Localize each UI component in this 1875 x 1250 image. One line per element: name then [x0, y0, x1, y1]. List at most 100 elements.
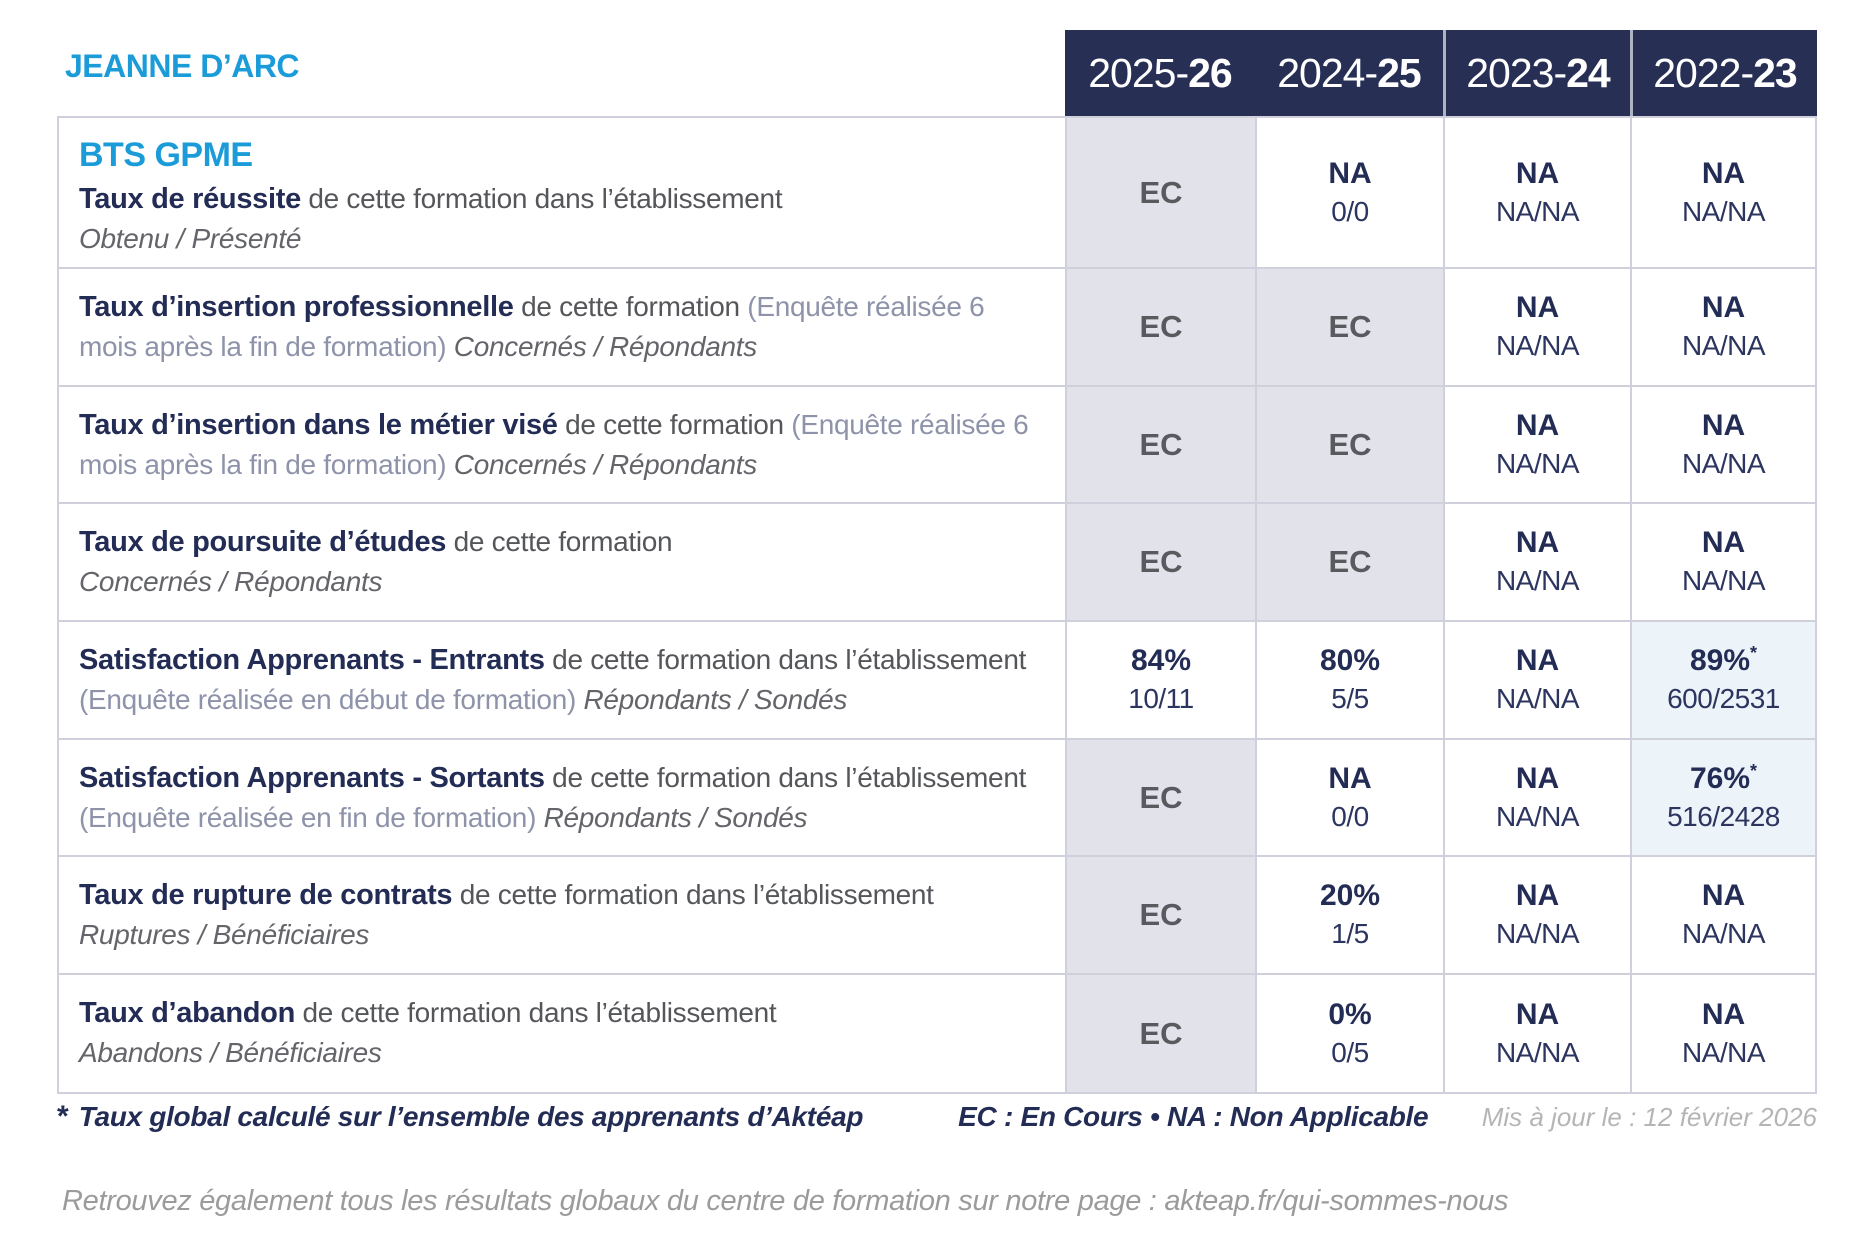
- value-cell: NA 0/0: [1257, 740, 1445, 857]
- cell-ratio: NA/NA: [1495, 330, 1580, 361]
- value-cell: 0% 0/5: [1257, 975, 1445, 1092]
- value-cell: NA NA/NA: [1445, 740, 1632, 857]
- indicator-description: Satisfaction Apprenants - Sortants de ce…: [79, 762, 1027, 833]
- indicator-description: Taux de poursuite d’études de cette form…: [79, 526, 673, 597]
- cell-ratio: NA/NA: [1495, 918, 1580, 949]
- indicator-description: Taux d’abandon de cette formation dans l…: [79, 997, 777, 1068]
- cell-value: EC: [1139, 544, 1183, 579]
- cell-value: NA: [1328, 761, 1372, 795]
- cell-value: NA: [1701, 156, 1746, 190]
- cell-ratio: NA/NA: [1495, 800, 1580, 832]
- cell-ratio: 10/11: [1128, 683, 1194, 714]
- indicators-grid: BTS GPME Taux de réussite de cette format…: [57, 116, 1817, 1094]
- value-cell: NA NA/NA: [1632, 504, 1815, 622]
- year-header-2022-23: 2022- 23: [1630, 30, 1817, 116]
- cell-value: NA: [1515, 156, 1560, 190]
- year-header-2023-24: 2023- 24: [1443, 30, 1630, 116]
- cell-value: 80%: [1319, 644, 1381, 677]
- value-cell: NA NA/NA: [1632, 269, 1815, 387]
- cell-value: EC: [1139, 779, 1183, 815]
- cell-ratio: 0/5: [1331, 1036, 1369, 1068]
- cell-value: NA: [1515, 291, 1560, 324]
- results-table: 2025- 26 2024- 25 2023- 24 2022- 23 BTS GPME Tau…: [57, 30, 1817, 1094]
- indicator-description: Taux de rupture de contrats de cette for…: [79, 879, 934, 950]
- value-cell: 84% 10/11: [1067, 622, 1257, 740]
- school-name: JEANNE D’ARC: [65, 48, 300, 84]
- value-cell: NA NA/NA: [1445, 857, 1632, 975]
- value-cell: NA NA/NA: [1632, 857, 1815, 975]
- cell-ratio: 516/2428: [1667, 800, 1780, 832]
- more-results-note: Retrouvez également tous les résultats g…: [62, 1185, 1509, 1217]
- cell-ratio: NA/NA: [1681, 1036, 1766, 1068]
- asterisk-marker: *: [57, 1100, 69, 1133]
- value-cell: EC: [1067, 504, 1257, 622]
- value-cell: NA NA/NA: [1445, 622, 1632, 740]
- cell-value: NA: [1515, 879, 1560, 912]
- value-cell: 80% 5/5: [1257, 622, 1445, 740]
- cell-ratio: NA/NA: [1495, 683, 1580, 714]
- cell-value: EC: [1139, 426, 1183, 462]
- value-cell: EC: [1257, 504, 1445, 622]
- asterisk-marker: *: [1750, 643, 1758, 663]
- value-cell: EC: [1067, 975, 1257, 1092]
- indicator-description: Taux de réussite de cette formation dans…: [79, 183, 783, 254]
- value-cell: NA NA/NA: [1445, 975, 1632, 1092]
- cell-ratio: NA/NA: [1681, 195, 1766, 227]
- row-label: Taux d’insertion dans le métier visé de …: [59, 387, 1067, 504]
- cell-value: 0%: [1328, 997, 1372, 1031]
- cell-ratio: 1/5: [1331, 918, 1369, 949]
- cell-ratio: NA/NA: [1495, 447, 1580, 479]
- year-header-2024-25: 2024- 25: [1255, 30, 1443, 116]
- cell-value: EC: [1139, 309, 1183, 344]
- cell-value: NA: [1701, 997, 1746, 1031]
- cell-value: 89%*: [1689, 643, 1758, 677]
- cell-value: NA: [1515, 761, 1560, 795]
- value-cell: EC: [1067, 118, 1257, 269]
- cell-ratio: 0/0: [1331, 195, 1369, 227]
- row-label: Taux de poursuite d’études de cette form…: [59, 504, 1067, 622]
- value-cell: NA NA/NA: [1445, 504, 1632, 622]
- cell-ratio: 5/5: [1331, 683, 1369, 714]
- asterisk-marker: *: [1750, 760, 1758, 781]
- cell-value: 20%: [1319, 879, 1381, 912]
- cell-ratio: 600/2531: [1667, 683, 1780, 714]
- year-header-2025-26: 2025- 26: [1065, 30, 1255, 116]
- cell-value: NA: [1515, 997, 1560, 1031]
- row-label: Satisfaction Apprenants - Sortants de ce…: [59, 740, 1067, 857]
- cell-value: 76%*: [1689, 760, 1758, 795]
- value-cell: NA 0/0: [1257, 118, 1445, 269]
- footnote-bar: * Taux global calculé sur l’ensemble des…: [57, 1100, 1817, 1134]
- last-updated-label: Mis à jour le : 12 février 2026: [1481, 1102, 1817, 1132]
- row-label: Satisfaction Apprenants - Entrants de ce…: [59, 622, 1067, 740]
- value-cell: 76%* 516/2428: [1632, 740, 1815, 857]
- cell-value: EC: [1139, 897, 1183, 932]
- value-cell: EC: [1067, 740, 1257, 857]
- indicator-description: Satisfaction Apprenants - Entrants de ce…: [79, 644, 1027, 715]
- value-cell: NA NA/NA: [1445, 387, 1632, 504]
- cell-value: NA: [1515, 526, 1560, 559]
- cell-ratio: NA/NA: [1495, 565, 1580, 596]
- cell-ratio: NA/NA: [1681, 330, 1766, 361]
- value-cell: NA NA/NA: [1445, 118, 1632, 269]
- course-title: BTS GPME: [79, 136, 253, 174]
- cell-ratio: NA/NA: [1681, 447, 1766, 479]
- cell-value: NA: [1701, 408, 1746, 442]
- cell-value: NA: [1515, 644, 1560, 677]
- value-cell: EC: [1257, 269, 1445, 387]
- cell-value: EC: [1328, 426, 1372, 462]
- row-label: Taux d’insertion professionnelle de cett…: [59, 269, 1067, 387]
- row-label: BTS GPME Taux de réussite de cette format…: [59, 118, 1067, 269]
- cell-ratio: NA/NA: [1681, 918, 1766, 949]
- cell-value: NA: [1701, 879, 1746, 912]
- value-cell: EC: [1067, 387, 1257, 504]
- cell-value: NA: [1701, 291, 1746, 324]
- value-cell: EC: [1257, 387, 1445, 504]
- cell-value: NA: [1701, 526, 1746, 559]
- cell-value: EC: [1328, 309, 1372, 344]
- cell-value: NA: [1515, 408, 1560, 442]
- indicator-description: Taux d’insertion dans le métier visé de …: [79, 409, 1029, 480]
- cell-ratio: NA/NA: [1495, 195, 1580, 227]
- value-cell: NA NA/NA: [1632, 975, 1815, 1092]
- cell-value: EC: [1328, 544, 1372, 579]
